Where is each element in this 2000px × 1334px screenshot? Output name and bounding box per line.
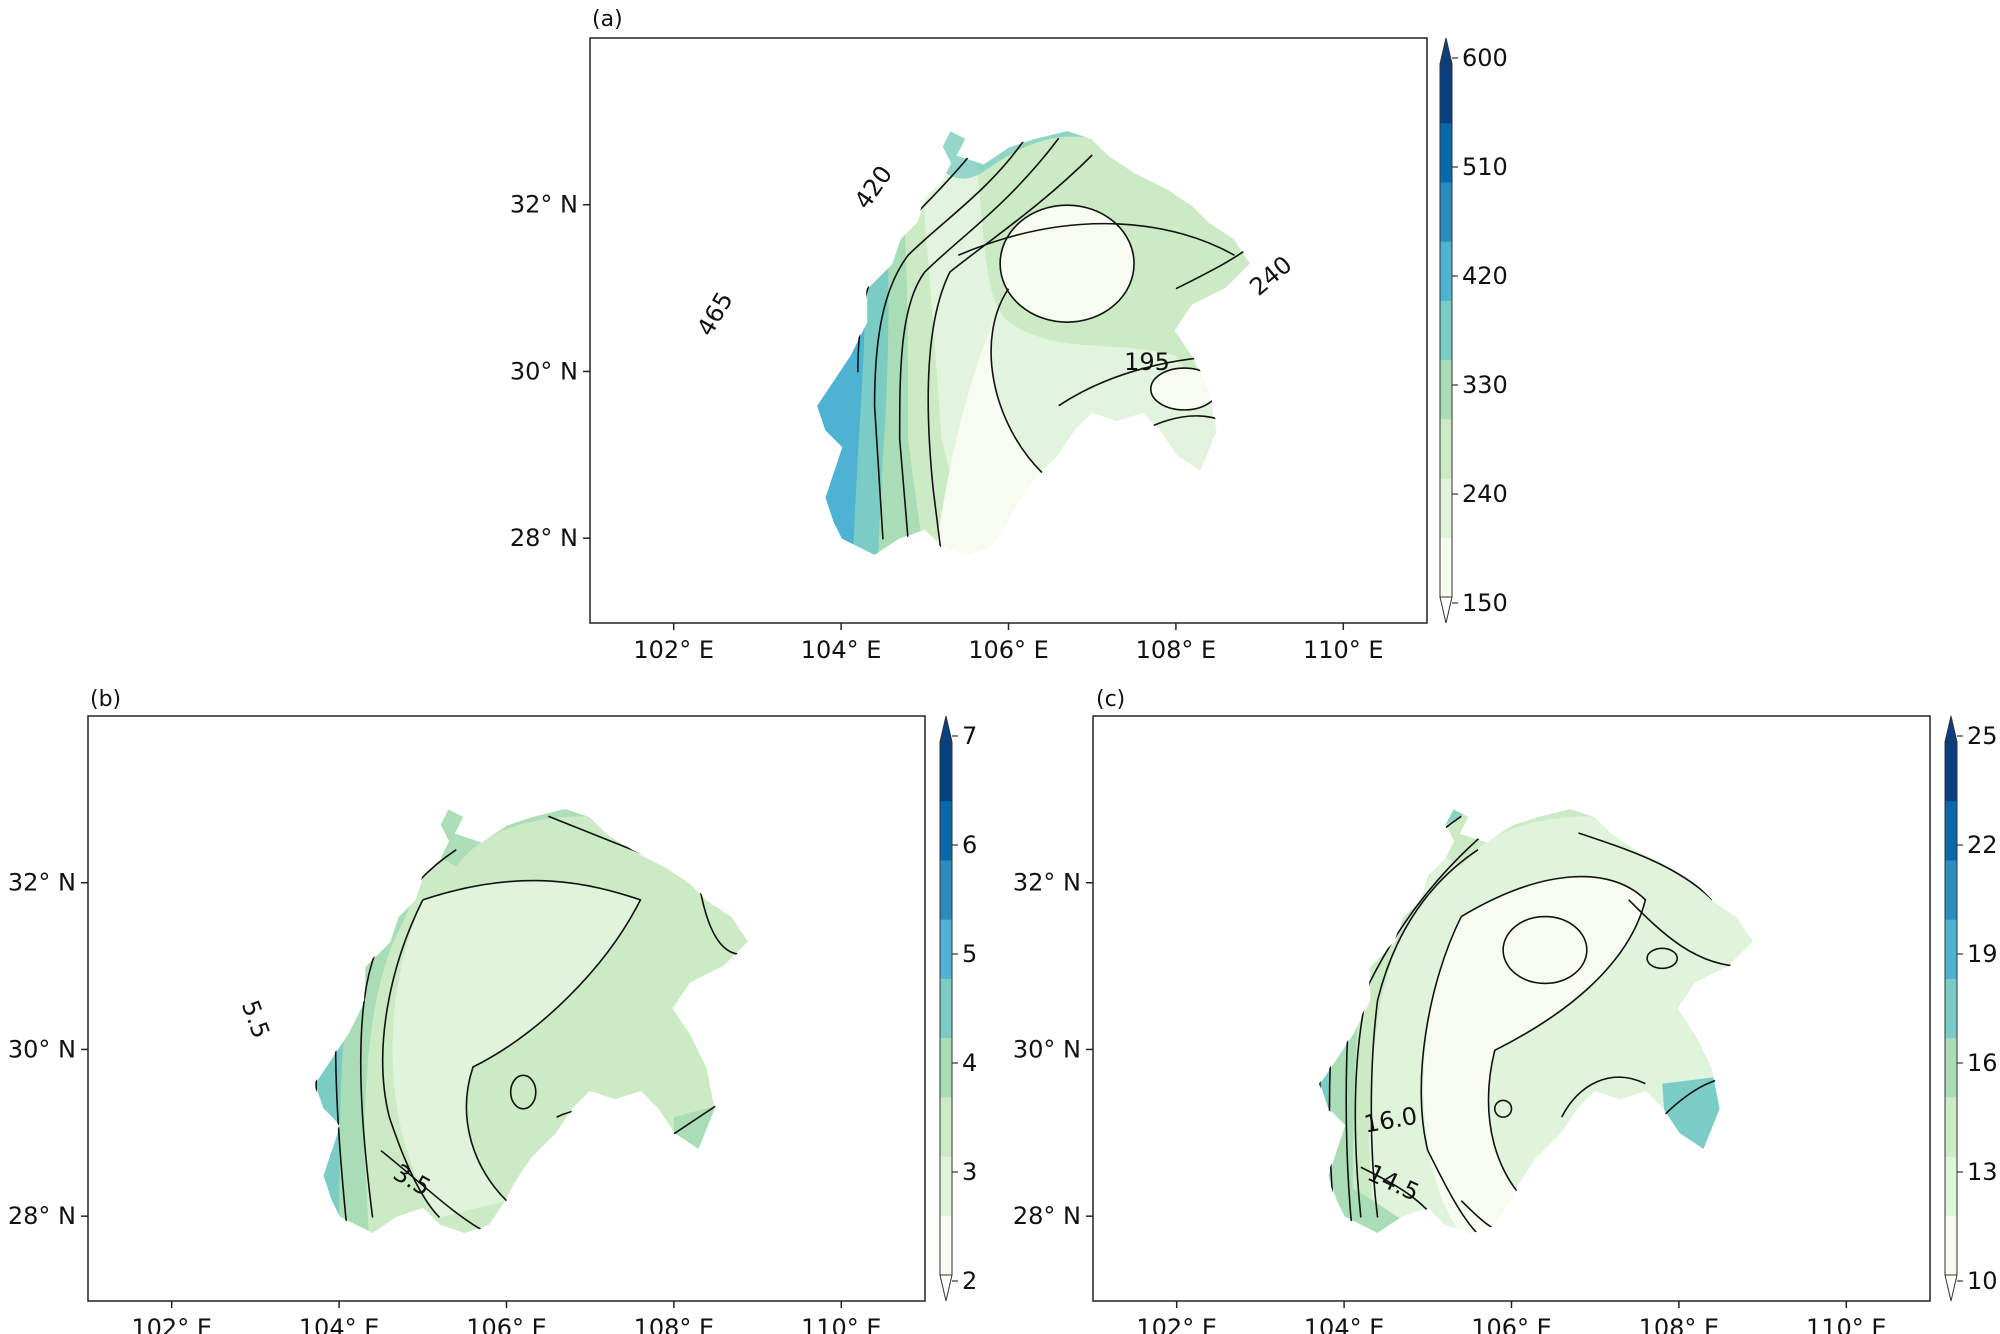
colorbar-band xyxy=(1945,1215,1957,1276)
colorbar-tick-label: 330 xyxy=(1462,371,1508,399)
panel-label: (a) xyxy=(592,7,623,32)
colorbar-band xyxy=(940,1215,952,1276)
colorbar-band xyxy=(1440,537,1452,598)
colorbar-tick-label: 16 xyxy=(1967,1049,1998,1077)
panel-b: (b) xyxy=(87,687,926,1302)
colorbar-band xyxy=(1945,978,1957,1039)
colorbar-frame xyxy=(939,741,953,1276)
colorbar-band xyxy=(940,801,952,861)
colorbar-band xyxy=(1440,241,1452,302)
x-tick-label: 104° E xyxy=(1304,1314,1385,1334)
colorbar-band xyxy=(940,1038,952,1098)
y-tick-label: 32° N xyxy=(510,191,578,219)
colorbar-tick-label: 13 xyxy=(1967,1158,1998,1186)
colorbar-tick-label: 600 xyxy=(1462,44,1508,72)
colorbar-tick-label: 10 xyxy=(1967,1267,1998,1295)
colorbar-frame xyxy=(1944,741,1958,1276)
x-tick-label: 104° E xyxy=(801,636,882,664)
colorbar-tick-label: 22 xyxy=(1967,831,1998,859)
colorbar-band xyxy=(1945,1038,1957,1098)
colorbar-band xyxy=(1945,801,1957,861)
panel-a: (a) xyxy=(589,7,1428,624)
colorbar-band xyxy=(1945,1156,1957,1217)
x-tick-label: 110° E xyxy=(801,1314,882,1334)
colorbar-layer: 600 510 420 330 240 150 7 6 5 4 3 2 25 22 19 16 13 10 xyxy=(939,37,1998,1302)
colorbar-band xyxy=(1440,478,1452,539)
x-tick-label: 102° E xyxy=(633,636,714,664)
colorbar-band xyxy=(1440,300,1452,361)
x-tick-label: 106° E xyxy=(466,1314,547,1334)
y-tick-label: 28° N xyxy=(8,1202,76,1230)
axes-layer: 102° E 104° E 106° E 108° E 110° E 32° N 30° N… xyxy=(8,191,1887,1334)
colorbar-band xyxy=(1945,860,1957,921)
panel-c: (c) xyxy=(1092,687,1931,1302)
colorbar-band xyxy=(940,919,952,980)
x-tick-label: 102° E xyxy=(1136,1314,1217,1334)
colorbar-tick-label: 19 xyxy=(1967,940,1998,968)
colorbar-extend-min xyxy=(1944,1274,1958,1302)
colorbar-tick-label: 7 xyxy=(962,722,977,750)
x-tick-label: 102° E xyxy=(131,1314,212,1334)
panel-label: (c) xyxy=(1096,687,1125,712)
x-tick-label: 108° E xyxy=(1639,1314,1720,1334)
y-tick-label: 28° N xyxy=(510,524,578,552)
colorbar-band xyxy=(940,860,952,921)
colorbar-tick-label: 4 xyxy=(962,1049,977,1077)
x-tick-label: 110° E xyxy=(1806,1314,1887,1334)
y-tick-label: 28° N xyxy=(1013,1202,1081,1230)
colorbar-band xyxy=(1440,360,1452,420)
colorbar-tick-label: 510 xyxy=(1462,153,1508,181)
colorbar-tick-label: 240 xyxy=(1462,480,1508,508)
colorbar-extend-max xyxy=(939,715,953,743)
colorbar-frame xyxy=(1439,63,1453,598)
colorbar-extend-min xyxy=(939,1274,953,1302)
colorbar-band xyxy=(1945,919,1957,980)
colorbar-band xyxy=(1440,182,1452,243)
x-tick-label: 104° E xyxy=(299,1314,380,1334)
x-tick-label: 106° E xyxy=(1471,1314,1552,1334)
y-tick-label: 30° N xyxy=(1013,1035,1081,1063)
colorbar-band xyxy=(940,1156,952,1217)
colorbar-tick-label: 6 xyxy=(962,831,977,859)
y-tick-label: 30° N xyxy=(8,1035,76,1063)
colorbar-band xyxy=(1440,123,1452,183)
x-tick-label: 106° E xyxy=(968,636,1049,664)
y-tick-label: 30° N xyxy=(510,357,578,385)
colorbar-band xyxy=(1440,64,1452,124)
colorbar-extend-min xyxy=(1439,596,1453,624)
contour-label: 195 xyxy=(1124,348,1170,376)
x-tick-label: 108° E xyxy=(1136,636,1217,664)
colorbar-tick-label: 25 xyxy=(1967,722,1998,750)
colorbar-extend-max xyxy=(1439,37,1453,65)
colorbar-band xyxy=(940,1097,952,1158)
colorbar-tick-label: 5 xyxy=(962,940,977,968)
y-tick-label: 32° N xyxy=(1013,869,1081,897)
colorbar-band xyxy=(1945,742,1957,802)
colorbar-tick-label: 2 xyxy=(962,1267,977,1295)
colorbar-band xyxy=(1440,419,1452,480)
colorbar-band xyxy=(940,742,952,802)
y-tick-label: 32° N xyxy=(8,869,76,897)
colorbar-band xyxy=(940,978,952,1039)
panel-label: (b) xyxy=(90,687,121,712)
colorbar-extend-max xyxy=(1944,715,1958,743)
colorbar-tick-label: 150 xyxy=(1462,589,1508,617)
colorbar-tick-label: 3 xyxy=(962,1158,977,1186)
x-tick-label: 108° E xyxy=(634,1314,715,1334)
colorbar-tick-label: 420 xyxy=(1462,262,1508,290)
colorbar-band xyxy=(1945,1097,1957,1158)
x-tick-label: 110° E xyxy=(1303,636,1384,664)
